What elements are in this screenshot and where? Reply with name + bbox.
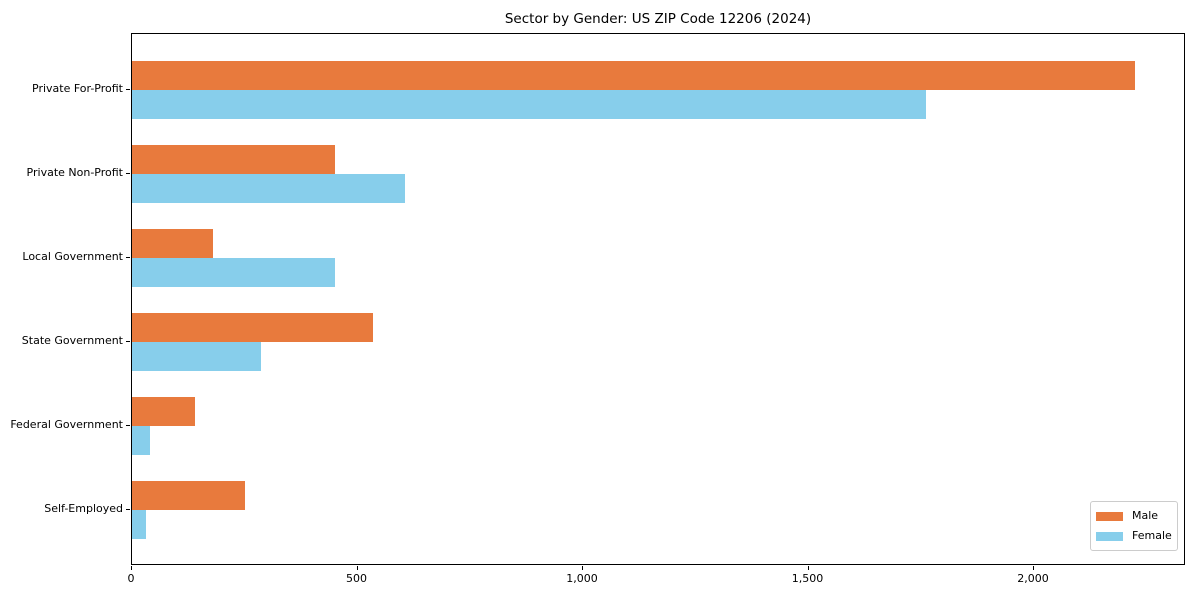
- legend: Male Female: [1090, 501, 1178, 551]
- x-axis-tick: [807, 566, 809, 570]
- male-swatch-icon: [1096, 511, 1123, 521]
- y-axis-label-self-employed: Self-Employed: [44, 502, 123, 515]
- chart-title: Sector by Gender: US ZIP Code 12206 (202…: [504, 11, 812, 27]
- bar-male-federal-government: [132, 397, 196, 426]
- x-axis-label-2000: 2,000: [1017, 572, 1049, 585]
- bar-female-private-non-profit: [132, 174, 405, 203]
- legend-label-female: Female: [1132, 529, 1172, 542]
- bar-female-state-government: [132, 342, 261, 371]
- x-axis-label-500: 500: [346, 572, 367, 585]
- bar-female-self-employed: [132, 510, 146, 539]
- female-swatch-icon: [1096, 531, 1123, 541]
- legend-item-female: Female: [1096, 528, 1172, 544]
- plot-area: Male Female: [131, 33, 1185, 565]
- y-axis-tick: [126, 89, 130, 90]
- x-axis-tick: [131, 566, 132, 570]
- x-axis-tick: [1033, 566, 1034, 570]
- x-axis-label-0: 0: [127, 572, 135, 585]
- y-axis-label-private-non-profit: Private Non-Profit: [26, 166, 123, 179]
- legend-label-male: Male: [1132, 509, 1159, 522]
- x-axis-tick: [356, 566, 358, 570]
- bar-male-private-non-profit: [132, 145, 335, 174]
- bar-male-state-government: [132, 313, 374, 342]
- legend-item-male: Male: [1096, 508, 1170, 524]
- y-axis-label-private-for-profit: Private For-Profit: [32, 82, 123, 95]
- y-axis-label-federal-government: Federal Government: [10, 418, 123, 431]
- y-axis-tick: [126, 173, 130, 174]
- bar-male-self-employed: [132, 481, 245, 510]
- y-axis-tick: [126, 425, 130, 426]
- y-axis-tick: [126, 341, 130, 342]
- x-axis-tick: [582, 566, 583, 570]
- bar-female-federal-government: [132, 426, 151, 455]
- bar-female-local-government: [132, 258, 335, 287]
- y-axis-label-local-government: Local Government: [22, 250, 123, 263]
- y-axis-tick: [126, 509, 130, 510]
- y-axis-tick: [126, 257, 130, 258]
- y-axis-label-state-government: State Government: [21, 334, 123, 347]
- bar-female-private-for-profit: [132, 90, 926, 119]
- x-axis-label-1500: 1,500: [791, 572, 824, 585]
- x-axis-label-1000: 1,000: [566, 572, 598, 585]
- bar-male-private-for-profit: [132, 61, 1136, 90]
- bar-male-local-government: [132, 229, 214, 258]
